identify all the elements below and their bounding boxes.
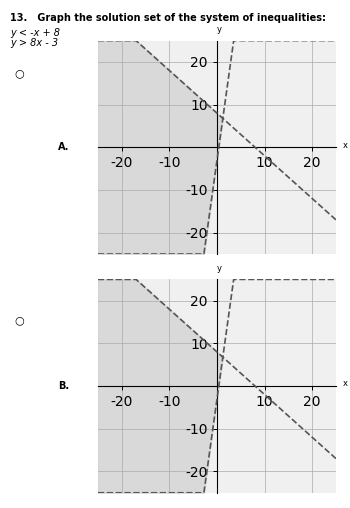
Text: ○: ○	[14, 69, 24, 79]
Text: x: x	[343, 141, 348, 150]
Text: y: y	[217, 264, 222, 273]
Text: B.: B.	[58, 381, 69, 391]
Text: y > 8x - 3: y > 8x - 3	[10, 38, 59, 48]
Text: y: y	[217, 25, 222, 34]
Text: 13.   Graph the solution set of the system of inequalities:: 13. Graph the solution set of the system…	[10, 13, 327, 23]
Text: x: x	[343, 379, 348, 389]
Text: y < -x + 8: y < -x + 8	[10, 28, 61, 38]
Text: A.: A.	[58, 142, 69, 152]
Text: ○: ○	[14, 315, 24, 325]
